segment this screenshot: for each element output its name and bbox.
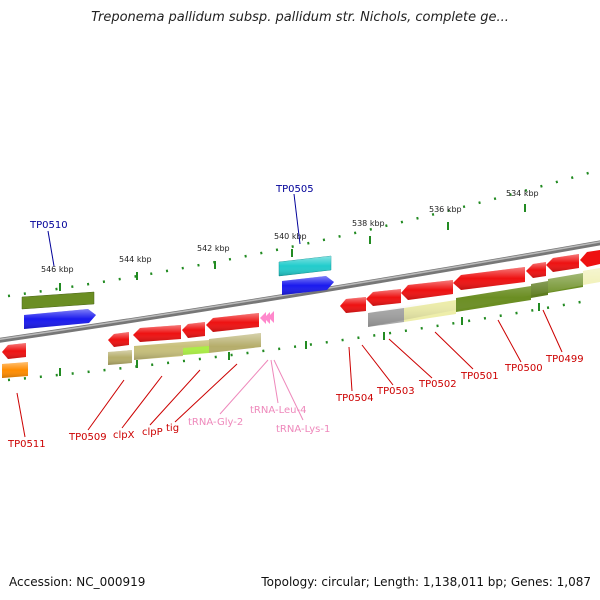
gene-label-tp0511[interactable]: TP0511 xyxy=(7,439,46,450)
ruler-tick-label: 546 kbp xyxy=(41,265,74,274)
gene-label-tp0510[interactable]: TP0510 xyxy=(29,220,68,231)
upper-ruler: 546 kbp 544 kbp 542 kbp 540 kbp 538 kbp … xyxy=(7,170,593,298)
trna-arrow[interactable] xyxy=(260,312,266,324)
major-ticks xyxy=(59,204,526,291)
lower-ruler xyxy=(7,298,593,382)
gene-label-trna-leu-4[interactable]: tRNA-Leu-4 xyxy=(250,405,306,416)
gene-label-tig[interactable]: tig xyxy=(166,423,179,434)
gene-label-tp0500[interactable]: TP0500 xyxy=(504,363,543,374)
leader-tp0511 xyxy=(16,392,26,438)
gene-label-trna-gly-2[interactable]: tRNA-Gly-2 xyxy=(188,417,243,428)
gene-label-tp0503[interactable]: TP0503 xyxy=(376,386,415,397)
shading xyxy=(279,256,331,276)
map-title: Treponema pallidum subsp. pallidum str. … xyxy=(91,10,509,25)
upper-ruler-line xyxy=(7,170,593,298)
shading xyxy=(24,309,96,329)
topology-summary: Topology: circular; Length: 1,138,011 bp… xyxy=(261,575,591,589)
leader-trna-gly-2 xyxy=(219,359,269,415)
gene-label-tp0501[interactable]: TP0501 xyxy=(460,371,499,382)
label-leaders xyxy=(16,193,563,438)
cds-shading xyxy=(2,268,600,378)
chromosome-backbone xyxy=(0,240,600,343)
bottom-gene-labels: TP0511 TP0509 clpX clpP tig tRNA-Gly-2 t… xyxy=(7,354,584,450)
shading xyxy=(282,276,334,295)
cds-bar-olive[interactable] xyxy=(21,291,95,310)
gene-label-tp0499[interactable]: TP0499 xyxy=(545,354,584,365)
leader-tig xyxy=(174,363,238,423)
leader-tp0509 xyxy=(87,379,125,431)
ruler-tick-label: 538 kbp xyxy=(352,219,385,228)
top-gene-labels: TP0510 TP0505 xyxy=(29,184,314,231)
leader-tp0502 xyxy=(388,338,433,379)
leader-tp0503 xyxy=(361,344,394,386)
leader-tp0510 xyxy=(47,230,55,267)
gene-label-tp0504[interactable]: TP0504 xyxy=(335,393,374,404)
leader-trna-lys-1 xyxy=(273,359,304,421)
trna-arrow[interactable] xyxy=(264,312,270,324)
leader-clpx xyxy=(121,375,163,429)
leader-tp0501 xyxy=(434,331,474,370)
accession-text: Accession: NC_000919 xyxy=(9,575,146,589)
ruler-tick-label: 540 kbp xyxy=(274,232,307,241)
leader-trna-leu-4 xyxy=(270,359,279,404)
upper-features xyxy=(21,255,334,329)
gene-label-tp0509[interactable]: TP0509 xyxy=(68,432,107,443)
gene-shading xyxy=(2,254,579,359)
gene-next[interactable] xyxy=(580,250,600,267)
gene-label-clpx[interactable]: clpX xyxy=(113,430,135,441)
ruler-tick-label: 536 kbp xyxy=(429,205,462,214)
ruler-tick-label: 544 kbp xyxy=(119,255,152,264)
trna-arrow[interactable] xyxy=(268,311,274,323)
gene-label-clpp[interactable]: clpP xyxy=(142,427,163,438)
ruler-tick-label: 542 kbp xyxy=(197,244,230,253)
trna-markers xyxy=(260,311,274,324)
leader-tp0500 xyxy=(497,319,522,363)
gene-label-trna-lys-1[interactable]: tRNA-Lys-1 xyxy=(276,424,330,435)
ruler-tick-label: 534 kbp xyxy=(506,189,539,198)
gene-label-tp0502[interactable]: TP0502 xyxy=(418,379,457,390)
leader-tp0505 xyxy=(293,193,301,245)
leader-clpp xyxy=(149,369,201,426)
leader-tp0499 xyxy=(542,309,563,353)
gene-label-tp0505[interactable]: TP0505 xyxy=(275,184,314,195)
leader-tp0504 xyxy=(348,346,353,392)
